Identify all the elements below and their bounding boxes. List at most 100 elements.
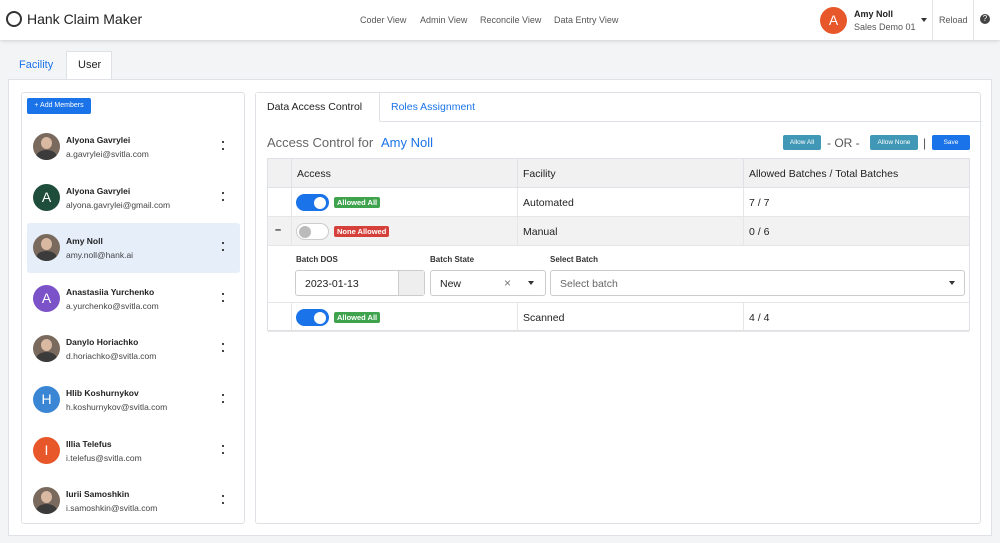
avatar: A bbox=[33, 183, 60, 211]
col-rule bbox=[743, 303, 744, 332]
member-row[interactable]: A Alyona Gavrylei alyona.gavrylei@gmail.co… bbox=[27, 173, 240, 223]
avatar bbox=[33, 133, 60, 160]
caret bbox=[921, 18, 927, 22]
nav-link[interactable]: Admin View bbox=[420, 15, 468, 25]
table-header bbox=[268, 159, 969, 188]
toggle[interactable] bbox=[296, 309, 329, 326]
panel-tab-active[interactable]: Data Access Control bbox=[256, 93, 380, 122]
expand-toggle[interactable]: – bbox=[275, 224, 282, 236]
member-name: Alyona Gavrylei bbox=[66, 185, 131, 196]
add-members-button[interactable]: + Add Members bbox=[27, 98, 91, 114]
kebab-menu[interactable] bbox=[222, 191, 224, 201]
avatar: I bbox=[33, 436, 60, 464]
member-row[interactable]: Alyona Gavrylei a.gavrylei@svitla.com bbox=[27, 122, 240, 172]
member-row[interactable]: H Hlib Koshurnykov h.koshurnykov@svitla.co… bbox=[27, 375, 240, 425]
member-name: Hlib Koshurnykov bbox=[66, 388, 139, 398]
panel-tab[interactable]: Roles Assignment bbox=[391, 101, 476, 113]
input-value: New bbox=[440, 278, 462, 290]
facility: Scanned bbox=[523, 312, 565, 324]
input[interactable]: New × bbox=[430, 270, 546, 296]
col-rule bbox=[517, 188, 518, 217]
member-row[interactable]: A Anastasiia Yurchenko a.yurchenko@svitla.… bbox=[27, 274, 240, 324]
col-rule bbox=[291, 217, 292, 246]
user-name[interactable]: Amy Noll bbox=[854, 9, 894, 19]
heading-user: Amy Noll bbox=[381, 135, 434, 150]
kebab-menu[interactable] bbox=[222, 394, 224, 403]
nav-link[interactable]: Reconcile View bbox=[480, 15, 542, 25]
main-card: + Add Members Alyona Gavrylei a.gavrylei@s… bbox=[8, 79, 992, 536]
batches: 7 / 7 bbox=[749, 197, 770, 209]
member-name: Illia Telefus bbox=[66, 438, 112, 449]
col-rule bbox=[291, 159, 292, 188]
status-badge: Allowed All bbox=[334, 197, 381, 208]
allow-none-button[interactable]: Allow None bbox=[870, 135, 918, 150]
header: Hank Claim Maker Coder View Admin View Reco… bbox=[0, 0, 1000, 40]
filter-label: Batch State bbox=[430, 255, 475, 264]
batches: 0 / 6 bbox=[749, 226, 770, 238]
photo-body bbox=[36, 504, 57, 515]
panel-tab-label: Data Access Control bbox=[267, 101, 363, 113]
kebab-menu[interactable] bbox=[222, 444, 224, 454]
save-button[interactable]: Save bbox=[932, 135, 970, 150]
nav-link[interactable]: Coder View bbox=[360, 15, 407, 25]
photo-body bbox=[36, 150, 57, 160]
kebab-menu[interactable] bbox=[222, 343, 224, 353]
member-name: Alyona Gavrylei bbox=[66, 135, 131, 145]
batches: 4 / 4 bbox=[749, 312, 770, 324]
kebab-menu[interactable] bbox=[222, 242, 224, 252]
tab-active[interactable]: User bbox=[66, 51, 112, 80]
app-title: Hank Claim Maker bbox=[27, 11, 143, 27]
dropdown-caret bbox=[949, 281, 955, 285]
calendar-addon bbox=[398, 271, 424, 295]
kebab-menu[interactable] bbox=[222, 141, 224, 150]
tab[interactable]: Facility bbox=[19, 59, 54, 71]
filter-label: Select Batch bbox=[550, 255, 599, 264]
table-row: Allowed All Automated 7 / 7 bbox=[268, 188, 969, 217]
toggle[interactable] bbox=[296, 194, 329, 211]
column-header: Facility bbox=[523, 168, 556, 180]
dropdown-caret bbox=[528, 281, 534, 285]
member-name: Amy Noll bbox=[66, 236, 103, 247]
member-row[interactable]: Amy Noll amy.noll@hank.ai bbox=[27, 223, 240, 274]
member-email: i.samoshkin@svitla.com bbox=[66, 503, 158, 514]
member-row[interactable]: Iurii Samoshkin i.samoshkin@svitla.com bbox=[27, 476, 240, 526]
allow-all-button[interactable]: Allow All bbox=[783, 135, 821, 150]
member-email: alyona.gavrylei@gmail.com bbox=[66, 199, 171, 210]
help[interactable]: ? bbox=[980, 14, 990, 24]
filter-label: Batch DOS bbox=[296, 255, 338, 264]
photo-head bbox=[41, 491, 52, 504]
col-rule bbox=[291, 188, 292, 217]
member-email: i.telefus@svitla.com bbox=[66, 452, 142, 463]
clear-button[interactable]: × bbox=[504, 276, 512, 290]
members-card: + Add Members Alyona Gavrylei a.gavrylei@s… bbox=[21, 92, 245, 524]
input-value: 2023-01-13 bbox=[305, 278, 359, 290]
kebab-menu[interactable] bbox=[222, 292, 224, 302]
input[interactable]: Select batch bbox=[550, 270, 965, 296]
user-org: Sales Demo 01 bbox=[854, 22, 916, 32]
member-row[interactable]: I Illia Telefus i.telefus@svitla.com bbox=[27, 426, 240, 476]
kebab-menu[interactable] bbox=[222, 495, 224, 505]
col-rule bbox=[517, 303, 518, 332]
tab-label: User bbox=[78, 59, 102, 71]
user-avatar: A bbox=[820, 7, 847, 34]
logo bbox=[6, 11, 22, 27]
member-email: h.koshurnykov@svitla.com bbox=[66, 402, 168, 412]
heading: Access Control for bbox=[267, 135, 374, 150]
member-name: Danylo Horiachko bbox=[66, 337, 139, 348]
toggle[interactable] bbox=[296, 223, 329, 240]
separator: | bbox=[923, 136, 927, 150]
col-rule bbox=[517, 159, 518, 188]
input-placeholder: Select batch bbox=[560, 278, 618, 290]
member-row[interactable]: Danylo Horiachko d.horiachko@svitla.com bbox=[27, 324, 240, 374]
col-rule bbox=[291, 303, 292, 332]
photo-head bbox=[41, 339, 52, 352]
avatar: A bbox=[33, 284, 60, 312]
input[interactable]: 2023-01-13 bbox=[295, 270, 425, 296]
column-header: Allowed Batches / Total Batches bbox=[749, 168, 899, 180]
column-header: Access bbox=[297, 168, 331, 180]
table-row: Allowed All Scanned 4 / 4 bbox=[268, 303, 969, 332]
toggle-knob bbox=[314, 312, 326, 324]
avatar bbox=[33, 487, 60, 515]
reload[interactable]: Reload bbox=[939, 15, 968, 25]
nav-link[interactable]: Data Entry View bbox=[554, 15, 619, 25]
